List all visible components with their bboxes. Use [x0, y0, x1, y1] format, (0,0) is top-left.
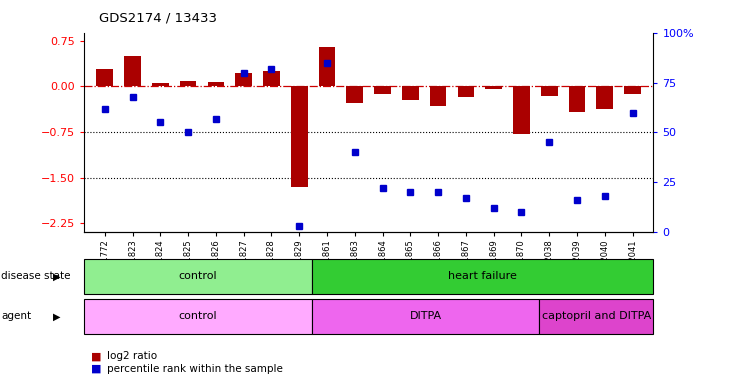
Bar: [402, 86, 418, 99]
Bar: [513, 86, 530, 134]
Text: captopril and DITPA: captopril and DITPA: [542, 311, 651, 321]
Bar: [374, 86, 391, 94]
Bar: [319, 46, 335, 86]
Text: ▶: ▶: [53, 311, 61, 321]
Text: log2 ratio: log2 ratio: [107, 351, 158, 361]
Bar: [291, 86, 307, 187]
Bar: [207, 82, 224, 86]
Bar: [541, 86, 558, 96]
Text: GDS2174 / 13433: GDS2174 / 13433: [99, 12, 217, 25]
Bar: [152, 83, 169, 86]
Bar: [235, 73, 252, 86]
Bar: [124, 56, 141, 86]
Bar: [458, 86, 474, 97]
Bar: [569, 86, 585, 112]
Text: ■: ■: [91, 351, 101, 361]
Text: control: control: [179, 311, 217, 321]
Text: ▶: ▶: [53, 271, 61, 281]
Bar: [624, 86, 641, 94]
Bar: [96, 69, 113, 86]
Text: disease state: disease state: [1, 271, 71, 281]
Text: heart failure: heart failure: [448, 271, 517, 281]
Text: agent: agent: [1, 311, 31, 321]
Text: DITPA: DITPA: [410, 311, 442, 321]
Bar: [347, 86, 363, 103]
Text: control: control: [179, 271, 217, 281]
Bar: [263, 71, 280, 86]
Bar: [485, 86, 502, 89]
Bar: [180, 81, 196, 86]
Bar: [430, 86, 447, 106]
Text: percentile rank within the sample: percentile rank within the sample: [107, 364, 283, 374]
Bar: [596, 86, 613, 109]
Text: ■: ■: [91, 364, 101, 374]
